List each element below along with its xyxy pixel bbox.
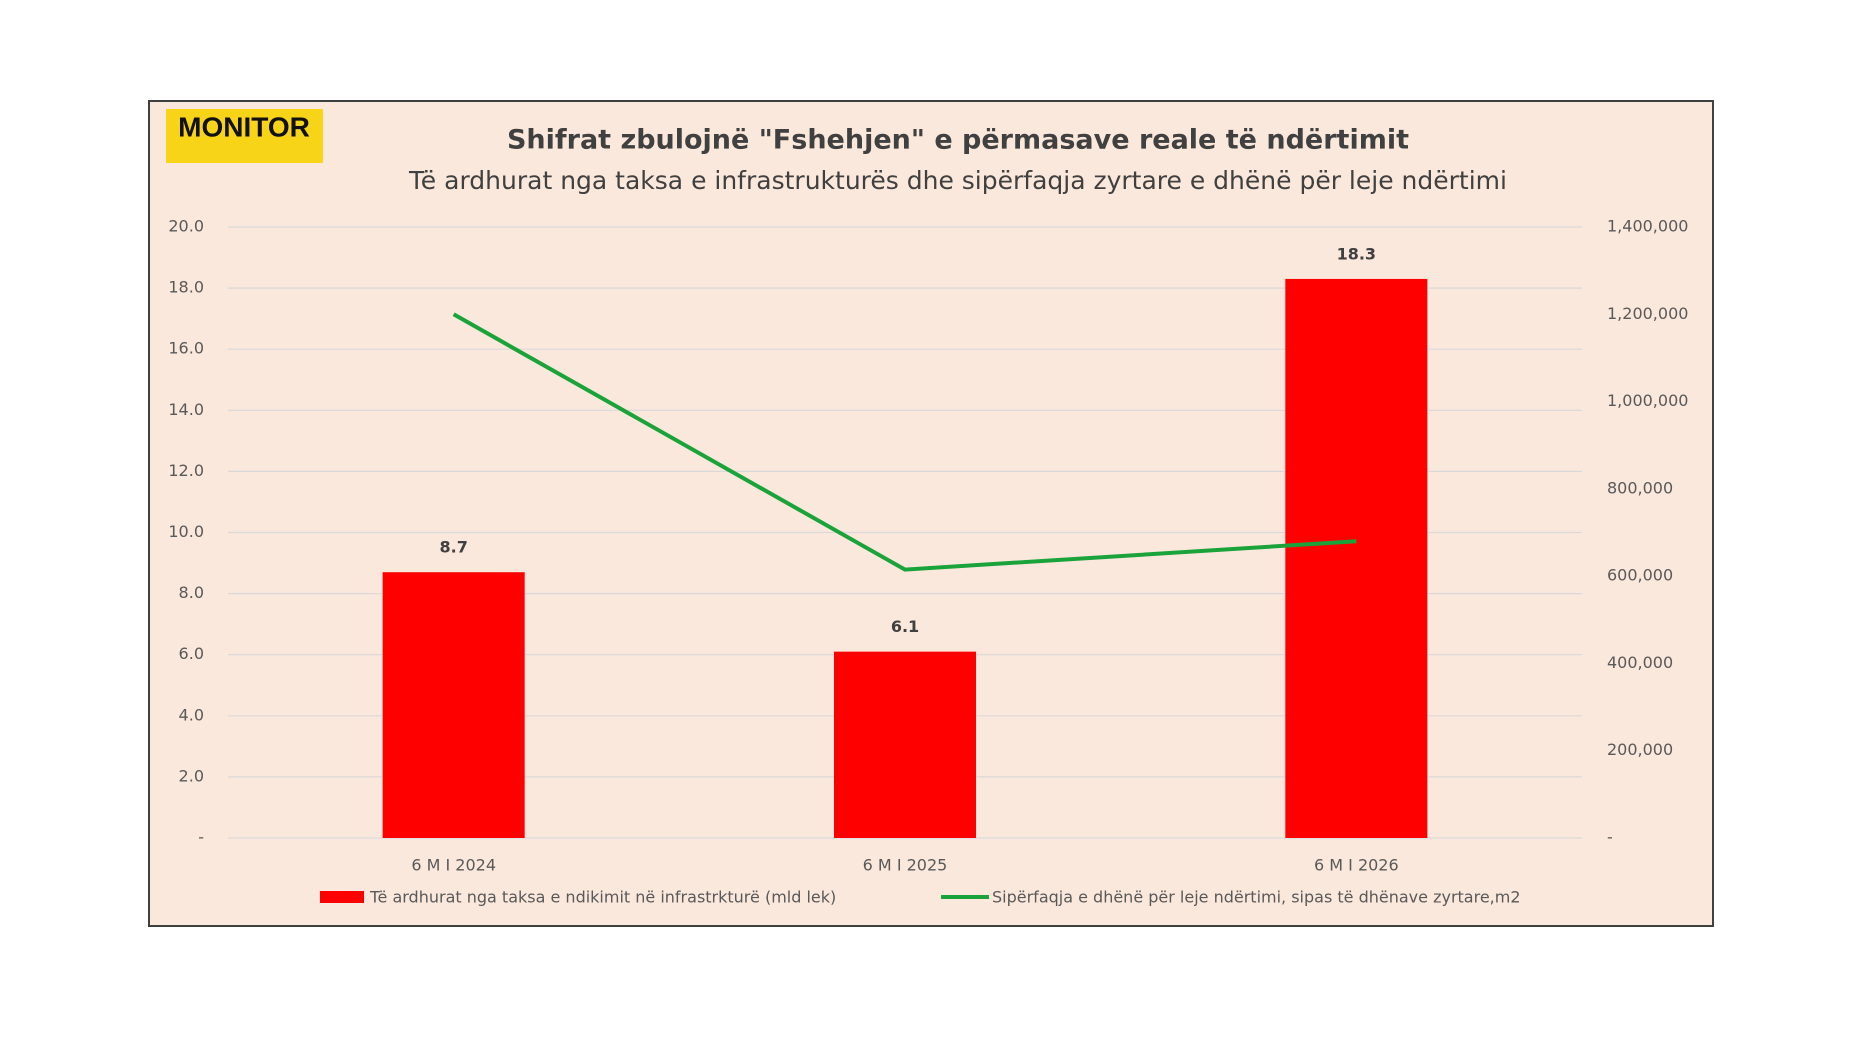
y2-tick-label: -	[1607, 828, 1613, 847]
y-tick-label: 16.0	[168, 339, 204, 358]
legend-label: Të ardhurat nga taksa e ndikimit në infr…	[369, 888, 836, 907]
chart-title: Shifrat zbulojnë "Fshehjen" e përmasave …	[507, 125, 1409, 156]
y-tick-label: 4.0	[179, 705, 204, 724]
y2-tick-label: 600,000	[1607, 566, 1673, 585]
x-tick-label: 6 M I 2026	[1314, 856, 1399, 875]
legend-swatch	[320, 891, 364, 903]
line	[452, 312, 1357, 572]
logo: MONITOR	[178, 111, 310, 142]
bar	[382, 572, 525, 838]
y2-tick-label: 1,000,000	[1607, 391, 1688, 410]
data-label: 6.1	[891, 617, 919, 636]
y2-tick-label: 1,400,000	[1607, 217, 1688, 236]
bar	[1285, 278, 1428, 838]
bar	[834, 651, 976, 838]
chart-subtitle: Të ardhurat nga taksa e infrastrukturës …	[408, 166, 1507, 195]
y2-tick-label: 200,000	[1607, 740, 1673, 759]
y2-tick-label: 400,000	[1607, 653, 1673, 672]
y-tick-label: 18.0	[168, 278, 204, 297]
x-tick-label: 6 M I 2025	[863, 856, 948, 875]
y-tick-label: 10.0	[168, 522, 204, 541]
legend-label: Sipërfaqja e dhënë për leje ndërtimi, si…	[992, 888, 1521, 907]
y-tick-label: 14.0	[168, 400, 204, 419]
y-tick-label: -	[198, 828, 204, 847]
data-label: 18.3	[1337, 244, 1376, 263]
data-label: 8.7	[439, 538, 467, 557]
y-tick-label: 8.0	[179, 583, 204, 602]
y-tick-label: 6.0	[179, 644, 204, 663]
y2-tick-label: 800,000	[1607, 478, 1673, 497]
y-tick-label: 12.0	[168, 461, 204, 480]
y-tick-label: 2.0	[179, 766, 204, 785]
y2-tick-label: 1,200,000	[1607, 304, 1688, 323]
logo-box	[166, 109, 323, 163]
x-tick-label: 6 M I 2024	[411, 856, 496, 875]
y-tick-label: 20.0	[168, 217, 204, 236]
